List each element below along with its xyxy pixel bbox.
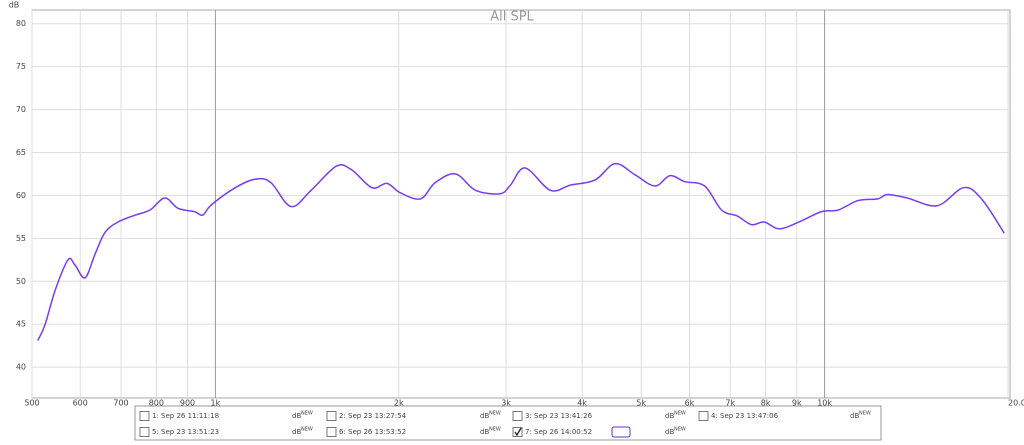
y-tick-label: 55 — [16, 234, 26, 243]
x-tick-label: 5k — [636, 399, 646, 408]
checkbox[interactable] — [139, 411, 150, 421]
legend-unit: dB — [480, 428, 489, 436]
legend-unit: dB — [850, 412, 859, 420]
checkbox[interactable] — [512, 411, 523, 421]
x-tick-label: 3k — [501, 399, 511, 408]
checkbox[interactable] — [698, 411, 709, 421]
legend-unit: dB — [292, 412, 301, 420]
x-tick-label: 500 — [24, 399, 39, 408]
legend-badge: NEW — [489, 411, 501, 417]
x-tick-label: 1k — [211, 399, 221, 408]
legend-label: 4: Sep 23 13:47:06 — [711, 412, 779, 420]
line-swatch[interactable] — [611, 426, 631, 438]
x-tick-label: 20.0kHz — [1008, 399, 1024, 408]
x-tick-label: 900 — [180, 399, 195, 408]
checkbox[interactable] — [512, 427, 523, 437]
x-tick-label: 7k — [725, 399, 735, 408]
y-tick-label: 45 — [16, 320, 26, 329]
legend-unit: dB — [292, 428, 301, 436]
y-tick-label: 40 — [16, 363, 26, 372]
legend-label: 7: Sep 26 14:00:52 — [525, 428, 592, 436]
y-tick-label: 80 — [16, 19, 26, 28]
x-tick-label: 4k — [577, 399, 587, 408]
checkbox[interactable] — [326, 427, 337, 437]
x-tick-label: 2k — [394, 399, 404, 408]
y-tick-label: 60 — [16, 191, 26, 200]
x-tick-label: 600 — [73, 399, 88, 408]
legend-unit: dB — [665, 428, 674, 436]
legend-unit: dB — [480, 412, 489, 420]
x-tick-label: 9k — [792, 399, 802, 408]
legend-badge: NEW — [301, 411, 313, 417]
legend-unit: dB — [665, 412, 674, 420]
y-axis-label: dB — [9, 1, 20, 10]
x-tick-label: 6k — [685, 399, 695, 408]
legend-badge: NEW — [489, 427, 501, 433]
legend-label: 1: Sep 26 11:11:18 — [152, 412, 219, 420]
spl-line — [37, 162, 1005, 341]
legend — [134, 405, 882, 441]
y-tick-label: 70 — [16, 105, 26, 114]
y-tick-label: 75 — [16, 62, 26, 71]
x-tick-label: 700 — [113, 399, 128, 408]
legend-badge: NEW — [674, 427, 686, 433]
chart-title: All SPL — [490, 10, 534, 25]
legend-label: 6: Sep 26 13:53:52 — [339, 428, 406, 436]
y-tick-label: 65 — [16, 148, 26, 157]
legend-badge: NEW — [859, 411, 871, 417]
x-tick-label: 10k — [817, 399, 832, 408]
legend-label: 5: Sep 23 13:51:23 — [152, 428, 219, 436]
y-tick-label: 50 — [16, 277, 26, 286]
legend-label: 3: Sep 23 13:41:26 — [525, 412, 593, 420]
check-mark — [514, 427, 522, 437]
legend-badge: NEW — [301, 427, 313, 433]
checkbox[interactable] — [326, 411, 337, 421]
legend-label: 2: Sep 23 13:27:54 — [339, 412, 407, 420]
x-tick-label: 800 — [149, 399, 164, 408]
x-tick-label: 8k — [761, 399, 771, 408]
plot-area — [31, 9, 1011, 399]
legend-badge: NEW — [674, 411, 686, 417]
checkbox[interactable] — [139, 427, 150, 437]
